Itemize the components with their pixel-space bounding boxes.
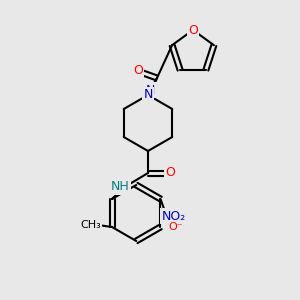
Text: NO₂: NO₂ <box>161 209 186 223</box>
Text: O: O <box>165 167 175 179</box>
Text: NH: NH <box>111 181 129 194</box>
Text: N: N <box>143 88 153 101</box>
Text: N: N <box>145 83 155 97</box>
Text: O: O <box>133 64 143 77</box>
Text: O⁻: O⁻ <box>168 222 183 232</box>
Text: CH₃: CH₃ <box>81 220 101 230</box>
Text: O: O <box>188 23 198 37</box>
